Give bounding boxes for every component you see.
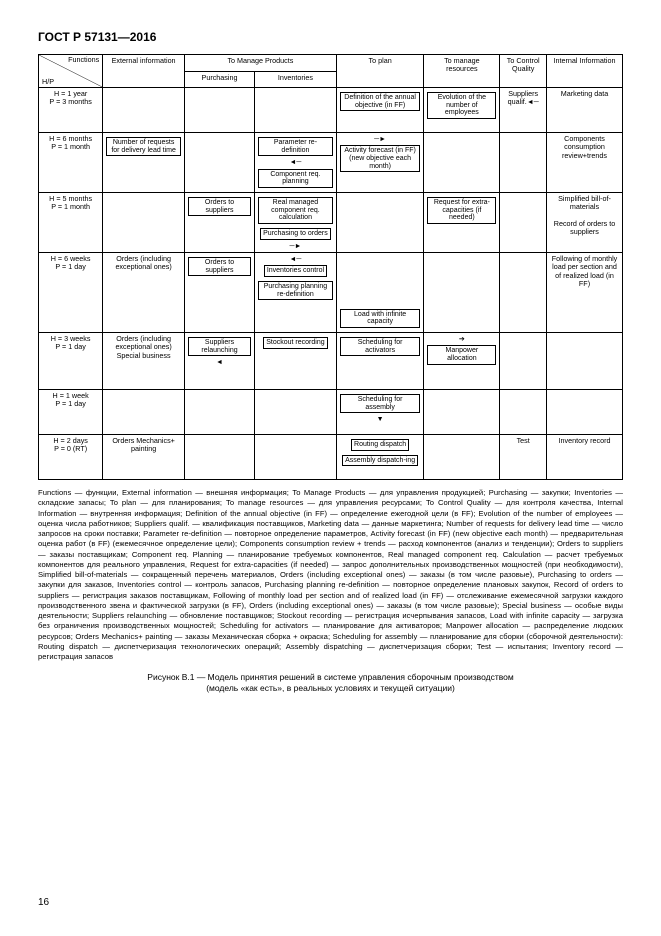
header-quality: To Control Quality — [500, 55, 547, 88]
row-3-label: H = 5 monthsP = 1 month — [39, 193, 103, 253]
row-2-res — [424, 133, 500, 193]
row-6-label: H = 1 weekP = 1 day — [39, 390, 103, 435]
row-5-inv: Stockout recording — [255, 333, 337, 390]
document-title: ГОСТ Р 57131—2016 — [38, 30, 623, 44]
decision-model-table: Functions H/P External information To Ma… — [38, 54, 623, 480]
row-1-ext — [103, 88, 185, 133]
row-3-res: Request for extra-capacities (if needed) — [424, 193, 500, 253]
header-functions: Functions — [68, 56, 99, 64]
row-7-int: Inventory record — [547, 435, 623, 480]
header-resources: To manage resources — [424, 55, 500, 88]
header-diagonal: Functions H/P — [39, 55, 103, 88]
header-plan: To plan — [336, 55, 424, 88]
row-3-qc — [500, 193, 547, 253]
header-purchasing: Purchasing — [184, 71, 254, 88]
header-inventories: Inventories — [255, 71, 337, 88]
row-4-int: Following of monthly load per section an… — [547, 253, 623, 333]
row-6-int — [547, 390, 623, 435]
row-6-qc — [500, 390, 547, 435]
row-1-int: Marketing data — [547, 88, 623, 133]
row-7-label: H = 2 daysP = 0 (RT) — [39, 435, 103, 480]
row-1-label: H = 1 yearP = 3 months — [39, 88, 103, 133]
row-7-ext: Orders Mechanics+ painting — [103, 435, 185, 480]
row-5-plan: Scheduling for activators — [336, 333, 424, 390]
row-2-label: H = 6 monthsP = 1 month — [39, 133, 103, 193]
row-6-inv — [255, 390, 337, 435]
row-5-purch: Suppliers relaunching◄ — [184, 333, 254, 390]
row-1-purch — [184, 88, 254, 133]
caption-line-1: Рисунок В.1 — Модель принятия решений в … — [147, 672, 513, 682]
row-5-qc — [500, 333, 547, 390]
caption-line-2: (модель «как есть», в реальных условиях … — [206, 683, 455, 693]
row-7-qc: Test — [500, 435, 547, 480]
row-3-plan — [336, 193, 424, 253]
row-3-int: Simplified bill-of-materials Record of o… — [547, 193, 623, 253]
row-1-inv — [255, 88, 337, 133]
row-5-ext: Orders (including exceptional ones) Spec… — [103, 333, 185, 390]
row-7-purch — [184, 435, 254, 480]
row-2-ext: Number of requests for delivery lead tim… — [103, 133, 185, 193]
row-5-label: H = 3 weeksP = 1 day — [39, 333, 103, 390]
row-6-res — [424, 390, 500, 435]
header-manage-products: To Manage Products — [184, 55, 336, 72]
row-4-res — [424, 253, 500, 333]
row-3-ext — [103, 193, 185, 253]
row-4-purch: Orders to suppliers — [184, 253, 254, 333]
row-2-inv: Parameter re-definition ◄─Component req.… — [255, 133, 337, 193]
row-6-purch — [184, 390, 254, 435]
header-hp: H/P — [42, 78, 54, 86]
row-2-purch — [184, 133, 254, 193]
row-5-int — [547, 333, 623, 390]
page-number: 16 — [38, 897, 49, 908]
header-internal: Internal Information — [547, 55, 623, 88]
row-4-qc — [500, 253, 547, 333]
row-4-label: H = 6 weeksP = 1 day — [39, 253, 103, 333]
row-2-qc — [500, 133, 547, 193]
row-3-inv: Real managed component req. calculation … — [255, 193, 337, 253]
row-5-res: ➔Manpower allocation — [424, 333, 500, 390]
row-3-purch: Orders to suppliers — [184, 193, 254, 253]
row-7-plan: Routing dispatch Assembly dispatch-ing — [336, 435, 424, 480]
header-external: External information — [103, 55, 185, 88]
row-7-inv — [255, 435, 337, 480]
row-6-plan: Scheduling for assembly▼ — [336, 390, 424, 435]
row-2-plan: ─►Activity forecast (in FF) (new objecti… — [336, 133, 424, 193]
row-1-plan: Definition of the annual objective (in F… — [336, 88, 424, 133]
row-2-int: Components consumption review+trends — [547, 133, 623, 193]
glossary-text: Functions — функции, External informatio… — [38, 488, 623, 662]
row-6-ext — [103, 390, 185, 435]
row-1-res: Evolution of the number of employees — [424, 88, 500, 133]
row-4-inv: ◄─Inventories control Purchasing plannin… — [255, 253, 337, 333]
row-4-plan: Load with infinite capacity — [336, 253, 424, 333]
row-1-qc: Suppliers qualif.◄─ — [500, 88, 547, 133]
row-7-res — [424, 435, 500, 480]
figure-caption: Рисунок В.1 — Модель принятия решений в … — [38, 672, 623, 694]
row-4-ext: Orders (including exceptional ones) — [103, 253, 185, 333]
